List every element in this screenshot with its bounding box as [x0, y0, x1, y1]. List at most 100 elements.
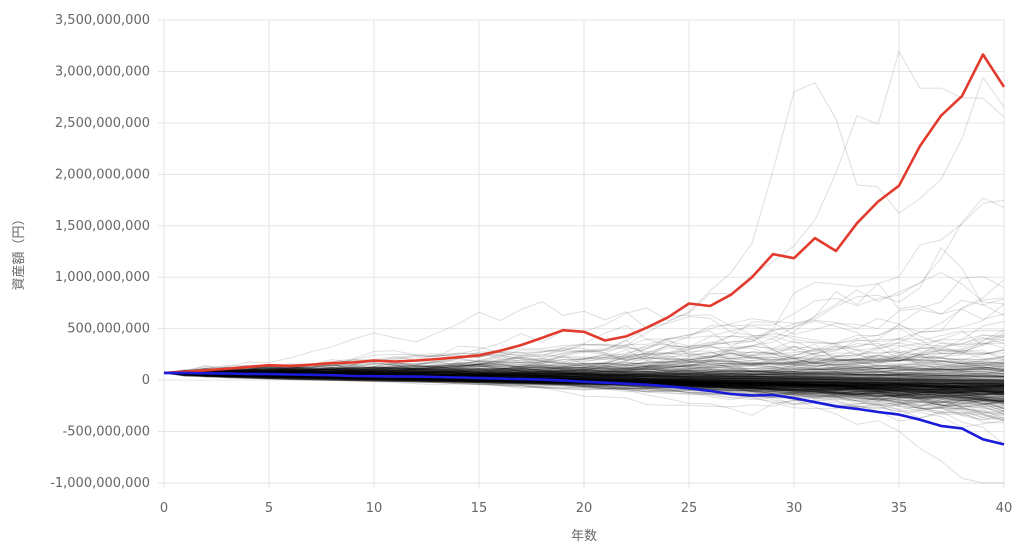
simulation-path [163, 369, 1005, 388]
x-tick-label: 10 [366, 501, 383, 516]
simulation-path [163, 372, 1005, 388]
simulation-path [163, 369, 1005, 392]
y-tick-label: 0 [142, 373, 150, 388]
simulation-path [163, 372, 1005, 396]
simulation-path [163, 368, 1005, 376]
simulation-path [163, 370, 1005, 381]
simulation-path [163, 372, 1005, 385]
simulation-path [163, 372, 1005, 404]
simulation-path [163, 271, 1005, 374]
simulation-path [163, 372, 1005, 407]
simulation-path [163, 361, 1005, 380]
simulation-path [163, 366, 1005, 379]
y-tick-label: -500,000,000 [63, 425, 150, 440]
simulation-path [163, 372, 1005, 412]
simulation-path [163, 372, 1005, 406]
simulation-path [163, 369, 1005, 388]
simulation-path [163, 324, 1005, 374]
simulation-path [163, 365, 1005, 394]
simulation-path [163, 364, 1005, 376]
simulation-path [163, 371, 1005, 377]
simulation-path [163, 369, 1005, 380]
simulation-path [163, 282, 1005, 376]
simulation-path [163, 372, 1005, 421]
grid [158, 19, 1005, 489]
y-tick-label: 500,000,000 [67, 322, 150, 337]
simulation-path [163, 367, 1005, 384]
simulation-path [163, 372, 1005, 417]
y-tick-label: -1,000,000,000 [50, 476, 150, 491]
simulation-path [163, 372, 1005, 404]
simulation-path [163, 76, 1005, 376]
x-axis-title: 年数 [571, 529, 597, 544]
simulation-path [163, 372, 1005, 399]
x-axis-ticks: 0 5 10 15 20 25 30 35 40 [160, 501, 1012, 516]
simulation-path [163, 370, 1005, 393]
simulation-path [163, 371, 1005, 399]
simulation-path [163, 370, 1005, 421]
simulation-path [163, 367, 1005, 404]
simulation-path [163, 308, 1005, 374]
simulation-path [163, 370, 1005, 389]
simulation-path [163, 372, 1005, 404]
simulation-path [163, 366, 1005, 375]
simulation-path [163, 369, 1005, 382]
simulation-path [163, 339, 1005, 378]
simulation-path [163, 370, 1005, 410]
x-tick-label: 40 [996, 501, 1013, 516]
simulation-path [163, 372, 1005, 397]
simulation-path [163, 370, 1005, 378]
simulation-path [163, 370, 1005, 415]
simulation-path [163, 355, 1005, 375]
simulation-path [163, 370, 1005, 388]
simulation-path [163, 370, 1005, 385]
simulation-path [163, 372, 1005, 396]
x-tick-label: 35 [891, 501, 908, 516]
y-tick-label: 3,000,000,000 [55, 64, 150, 79]
simulation-path [163, 372, 1005, 404]
simulation-path [163, 334, 1005, 374]
simulation-path [163, 323, 1005, 374]
simulation-path [163, 361, 1005, 374]
simulation-path [164, 367, 1005, 396]
simulation-path [163, 369, 1005, 381]
simulation-path [163, 370, 1005, 394]
simulation-path [163, 369, 1005, 385]
simulation-path [163, 367, 1005, 387]
simulation-path [163, 362, 1005, 381]
series-lines [163, 53, 1006, 446]
simulation-path [163, 279, 1005, 375]
simulation-path [163, 370, 1005, 387]
simulation-path [163, 370, 1005, 391]
y-tick-label: 2,500,000,000 [55, 116, 150, 131]
simulation-path [163, 370, 1004, 386]
x-tick-label: 20 [576, 501, 593, 516]
simulation-path [163, 372, 1005, 393]
simulation-path [163, 368, 1005, 383]
simulation-path [163, 362, 1005, 374]
simulation-path [163, 349, 1005, 375]
simulation-path [163, 369, 1005, 383]
simulation-path [163, 370, 1005, 382]
simulation-path [163, 372, 1005, 398]
simulation-path [163, 371, 1005, 386]
simulation-path [163, 372, 1005, 392]
simulation-path [163, 246, 1005, 374]
simulation-path [163, 360, 1005, 381]
simulation-path [164, 371, 1005, 422]
simulation-path [163, 369, 1005, 383]
y-tick-label: 1,000,000,000 [55, 270, 150, 285]
simulation-path [163, 370, 1005, 398]
simulation-path [163, 372, 1005, 410]
simulation-path [163, 368, 1005, 389]
simulation-path [163, 369, 1005, 377]
simulation-path [163, 371, 1005, 395]
simulation-path [163, 365, 1005, 376]
simulation-path [163, 372, 1005, 384]
simulation-path [163, 365, 1005, 377]
simulation-path [164, 355, 1005, 374]
simulation-path [163, 327, 1005, 374]
simulation-path [163, 372, 1005, 397]
simulation-path [163, 316, 1005, 374]
